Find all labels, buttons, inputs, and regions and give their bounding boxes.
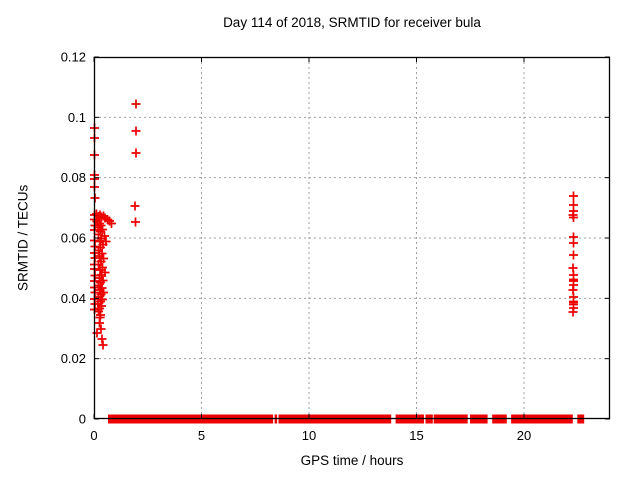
y-tick-label: 0 [79,412,86,427]
y-tick-label: 0.04 [61,291,86,306]
x-tick-label: 10 [302,428,316,443]
data-points [90,99,578,350]
plot-frame [93,56,611,420]
chart-title: Day 114 of 2018, SRMTID for receiver bul… [223,15,481,30]
x-axis-label: GPS time / hours [300,453,404,468]
y-tick-label: 0.12 [61,50,86,65]
y-tick-label: 0.02 [61,351,86,366]
x-tick-label: 0 [90,428,97,443]
y-tick-label: 0.08 [61,170,86,185]
x-tick-label: 15 [409,428,423,443]
y-tick-label: 0.06 [61,231,86,246]
x-tick-label: 20 [517,428,531,443]
y-tick-label: 0.1 [68,110,86,125]
x-tick-label: 5 [198,428,205,443]
